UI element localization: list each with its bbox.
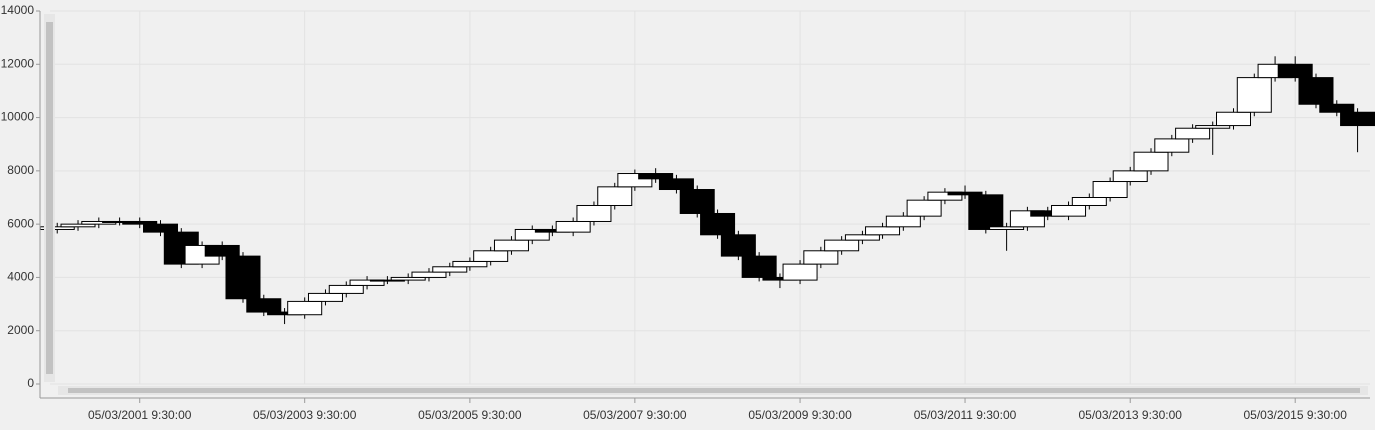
x-tick-label: 05/03/2001 9:30:00 <box>88 408 192 422</box>
candle-body <box>1092 181 1128 198</box>
candle-body <box>865 226 901 236</box>
y-tick-label: 0 <box>27 376 34 390</box>
candle-body <box>1340 111 1375 127</box>
candle-body <box>1071 197 1107 206</box>
candle-body <box>307 292 343 302</box>
candle-body <box>1051 204 1087 217</box>
x-tick-label: 05/03/2003 9:30:00 <box>253 408 357 422</box>
x-tick-label: 05/03/2011 9:30:00 <box>914 408 1017 422</box>
candle-body <box>906 199 942 217</box>
candle-body <box>638 173 674 180</box>
candle-body <box>473 250 509 262</box>
candle-body <box>658 178 694 191</box>
x-tick-label: 05/03/2009 9:30:00 <box>748 408 852 422</box>
candle-body <box>989 226 1025 230</box>
candle-body <box>885 215 921 228</box>
y-tick-label: 2000 <box>7 323 34 337</box>
x-tick-label: 05/03/2013 9:30:00 <box>1079 408 1183 422</box>
candle-body <box>493 239 529 252</box>
candle-body <box>1298 77 1334 105</box>
candle-body <box>927 191 963 201</box>
x-tick-label: 05/03/2015 9:30:00 <box>1243 408 1347 422</box>
candle-body <box>555 220 591 233</box>
candle-body <box>1277 63 1313 79</box>
candle-body <box>204 244 240 257</box>
candle-body <box>432 266 468 273</box>
candle-body <box>287 300 323 316</box>
candles <box>39 56 1375 325</box>
candle-body <box>1195 125 1231 129</box>
v-scroll-thumb[interactable] <box>46 22 53 374</box>
grid <box>50 10 1370 385</box>
candle-body <box>576 204 612 222</box>
candle-body <box>597 186 633 206</box>
candle-body <box>720 234 756 257</box>
candle-body <box>60 223 96 228</box>
y-tick-label: 12000 <box>1 56 35 70</box>
candle-body <box>411 271 447 278</box>
candle-body <box>700 212 736 236</box>
y-tick-label: 6000 <box>7 216 34 230</box>
candle-body <box>1154 138 1190 153</box>
candle-body <box>1112 170 1148 183</box>
candle-body <box>947 191 983 196</box>
candle-body <box>824 239 860 252</box>
h-scroll-thumb[interactable] <box>68 388 1360 393</box>
y-tick-label: 8000 <box>7 163 34 177</box>
candle-body <box>782 263 818 281</box>
x-tick-label: 05/03/2007 9:30:00 <box>583 408 687 422</box>
candle-body <box>1175 127 1211 140</box>
candle-body <box>122 220 158 225</box>
candle-body <box>328 284 364 294</box>
candle-body <box>369 279 405 282</box>
candle-body <box>1216 111 1252 127</box>
candle-body <box>844 234 880 241</box>
candle-body <box>679 189 715 214</box>
candle-body <box>1319 103 1355 113</box>
x-tick-label: 05/03/2005 9:30:00 <box>418 408 522 422</box>
candle-body <box>246 298 282 313</box>
candle-body <box>1236 77 1272 113</box>
y-tick-label: 4000 <box>7 270 34 284</box>
candle-body <box>225 255 261 300</box>
candle-body <box>390 276 426 281</box>
y-tick-label: 14000 <box>1 3 35 17</box>
y-tick-label: 10000 <box>1 110 35 124</box>
candle-body <box>1133 151 1169 172</box>
candle-body <box>514 228 550 241</box>
candle-body <box>452 260 488 268</box>
candle-body <box>968 194 1004 230</box>
candle-body <box>803 250 839 265</box>
candle-body <box>741 255 777 278</box>
candle-body <box>143 223 179 233</box>
candle-body <box>349 279 385 286</box>
